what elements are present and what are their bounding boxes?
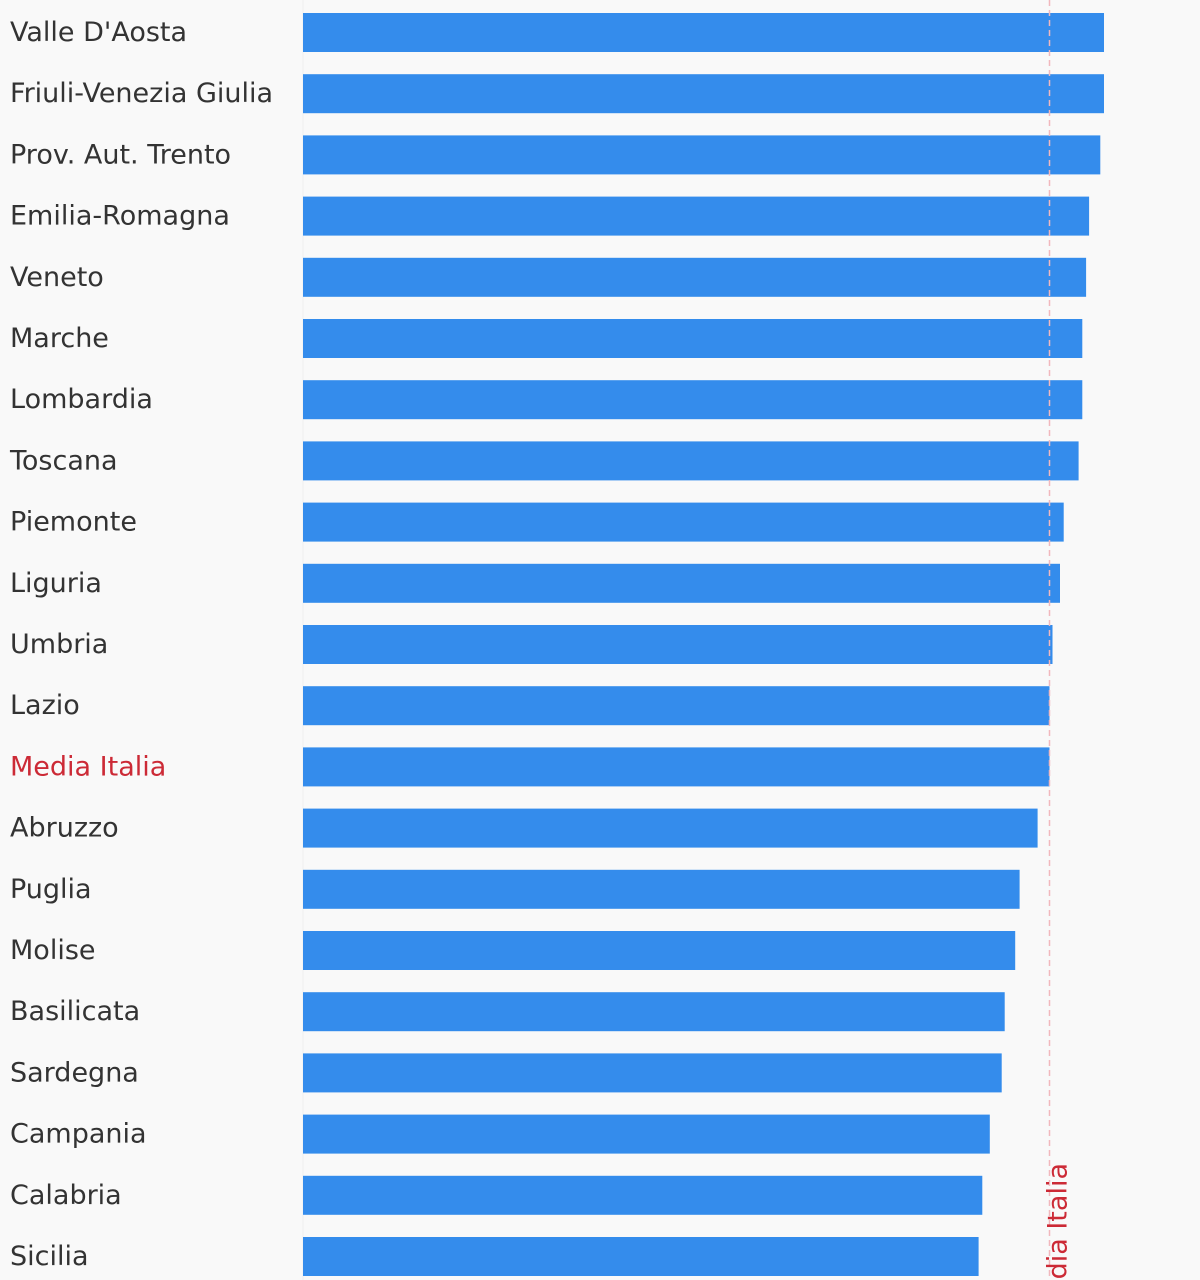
bar-14 xyxy=(303,869,1020,909)
category-label-1: Friuli-Venezia Giulia xyxy=(10,78,273,109)
category-label-3: Emilia-Romagna xyxy=(10,201,230,232)
category-label-13: Abruzzo xyxy=(10,813,119,844)
bar-10 xyxy=(303,625,1053,664)
bars-group xyxy=(303,13,1104,1276)
category-label-15: Molise xyxy=(10,935,96,966)
category-label-19: Calabria xyxy=(10,1180,122,1211)
reference-line-group: Media Italia xyxy=(1043,0,1074,1280)
category-label-8: Piemonte xyxy=(10,507,137,538)
reference-line-label: Media Italia xyxy=(1043,1163,1074,1280)
bar-12 xyxy=(303,747,1050,787)
category-label-2: Prov. Aut. Trento xyxy=(10,139,231,170)
category-label-12: Media Italia xyxy=(10,751,166,782)
bar-20 xyxy=(303,1237,979,1276)
category-label-14: Puglia xyxy=(10,874,92,905)
bar-6 xyxy=(303,380,1083,420)
bar-4 xyxy=(303,257,1087,297)
bar-0 xyxy=(303,13,1104,52)
bar-9 xyxy=(303,563,1060,603)
bar-3 xyxy=(303,196,1090,236)
bar-17 xyxy=(303,1053,1002,1093)
category-label-4: Veneto xyxy=(10,262,104,293)
bar-16 xyxy=(303,992,1005,1032)
bar-18 xyxy=(303,1114,990,1154)
bar-13 xyxy=(303,808,1038,848)
category-label-6: Lombardia xyxy=(10,384,153,415)
bar-7 xyxy=(303,441,1079,481)
bar-1 xyxy=(303,74,1104,114)
category-label-9: Liguria xyxy=(10,568,102,599)
bar-11 xyxy=(303,686,1050,726)
category-label-0: Valle D'Aosta xyxy=(10,17,187,48)
category-label-10: Umbria xyxy=(10,629,108,660)
category-label-16: Basilicata xyxy=(10,996,140,1027)
bar-15 xyxy=(303,931,1016,970)
bar-2 xyxy=(303,135,1101,175)
category-labels-group: Valle D'Aosta Friuli-Venezia Giulia Prov. … xyxy=(9,17,273,1272)
category-label-7: Toscana xyxy=(9,445,118,476)
category-label-18: Campania xyxy=(10,1119,147,1150)
bar-19 xyxy=(303,1175,983,1215)
bar-5 xyxy=(303,319,1083,358)
bar-8 xyxy=(303,502,1064,542)
category-label-17: Sardegna xyxy=(10,1057,139,1088)
category-label-11: Lazio xyxy=(10,690,80,721)
category-label-5: Marche xyxy=(10,323,109,354)
category-label-20: Sicilia xyxy=(10,1241,89,1272)
